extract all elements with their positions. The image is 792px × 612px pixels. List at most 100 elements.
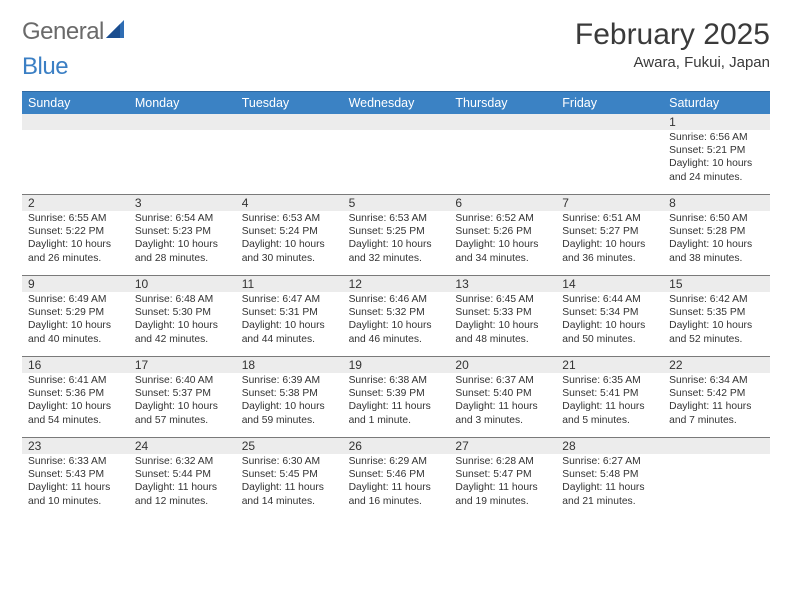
daylight-text: Daylight: 10 hours and 46 minutes. — [349, 319, 446, 345]
sunrise-text: Sunrise: 6:37 AM — [455, 374, 552, 387]
week-numrow: 16171819202122 — [22, 356, 770, 373]
brand-part2: Blue — [22, 53, 68, 81]
daylight-text: Daylight: 10 hours and 42 minutes. — [135, 319, 232, 345]
sunset-text: Sunset: 5:48 PM — [562, 468, 659, 481]
sunrise-text: Sunrise: 6:38 AM — [349, 374, 446, 387]
week-numrow: 2345678 — [22, 194, 770, 211]
sunrise-text: Sunrise: 6:44 AM — [562, 293, 659, 306]
day-number: 4 — [236, 195, 343, 211]
day-cell: Sunrise: 6:42 AMSunset: 5:35 PMDaylight:… — [663, 292, 770, 356]
daylight-text: Daylight: 10 hours and 26 minutes. — [28, 238, 125, 264]
daylight-text: Daylight: 10 hours and 34 minutes. — [455, 238, 552, 264]
day-number: 15 — [663, 276, 770, 292]
sunrise-text: Sunrise: 6:45 AM — [455, 293, 552, 306]
day-number: 28 — [556, 438, 663, 454]
daylight-text: Daylight: 11 hours and 14 minutes. — [242, 481, 339, 507]
day-cell: Sunrise: 6:41 AMSunset: 5:36 PMDaylight:… — [22, 373, 129, 437]
day-cell: Sunrise: 6:54 AMSunset: 5:23 PMDaylight:… — [129, 211, 236, 275]
day-number: 10 — [129, 276, 236, 292]
day-cell — [236, 130, 343, 194]
sunset-text: Sunset: 5:27 PM — [562, 225, 659, 238]
sunrise-text: Sunrise: 6:42 AM — [669, 293, 766, 306]
sunset-text: Sunset: 5:36 PM — [28, 387, 125, 400]
sunset-text: Sunset: 5:31 PM — [242, 306, 339, 319]
day-number: 1 — [663, 114, 770, 130]
sunset-text: Sunset: 5:30 PM — [135, 306, 232, 319]
day-cell — [343, 130, 450, 194]
day-cell: Sunrise: 6:53 AMSunset: 5:24 PMDaylight:… — [236, 211, 343, 275]
sunrise-text: Sunrise: 6:52 AM — [455, 212, 552, 225]
sunrise-text: Sunrise: 6:51 AM — [562, 212, 659, 225]
calendar-body: 1Sunrise: 6:56 AMSunset: 5:21 PMDaylight… — [22, 114, 770, 518]
day-cell: Sunrise: 6:44 AMSunset: 5:34 PMDaylight:… — [556, 292, 663, 356]
day-cell: Sunrise: 6:30 AMSunset: 5:45 PMDaylight:… — [236, 454, 343, 518]
day-cell: Sunrise: 6:27 AMSunset: 5:48 PMDaylight:… — [556, 454, 663, 518]
day-number: 25 — [236, 438, 343, 454]
sunrise-text: Sunrise: 6:39 AM — [242, 374, 339, 387]
day-number: 16 — [22, 357, 129, 373]
day-cell: Sunrise: 6:29 AMSunset: 5:46 PMDaylight:… — [343, 454, 450, 518]
sunset-text: Sunset: 5:32 PM — [349, 306, 446, 319]
sunset-text: Sunset: 5:37 PM — [135, 387, 232, 400]
day-cell: Sunrise: 6:39 AMSunset: 5:38 PMDaylight:… — [236, 373, 343, 437]
sunrise-text: Sunrise: 6:41 AM — [28, 374, 125, 387]
sunset-text: Sunset: 5:47 PM — [455, 468, 552, 481]
title-block: February 2025 Awara, Fukui, Japan — [575, 18, 770, 71]
sunrise-text: Sunrise: 6:56 AM — [669, 131, 766, 144]
day-number: 11 — [236, 276, 343, 292]
daylight-text: Daylight: 11 hours and 16 minutes. — [349, 481, 446, 507]
week-numrow: 232425262728 — [22, 437, 770, 454]
week-datarow: Sunrise: 6:49 AMSunset: 5:29 PM Daylight:… — [22, 292, 770, 356]
day-number: 23 — [22, 438, 129, 454]
sunset-text: Sunset: 5:34 PM — [562, 306, 659, 319]
daylight-text: Daylight: 10 hours and 30 minutes. — [242, 238, 339, 264]
sunrise-text: Sunrise: 6:35 AM — [562, 374, 659, 387]
daylight-text: Daylight: 10 hours and 38 minutes. — [669, 238, 766, 264]
day-number — [129, 114, 236, 130]
sunset-text: Sunset: 5:40 PM — [455, 387, 552, 400]
sunset-text: Sunset: 5:25 PM — [349, 225, 446, 238]
day-cell: Sunrise: 6:40 AMSunset: 5:37 PMDaylight:… — [129, 373, 236, 437]
day-cell — [22, 130, 129, 194]
day-number — [22, 114, 129, 130]
sunrise-text: Sunrise: 6:49 AM — [28, 293, 125, 306]
day-number: 5 — [343, 195, 450, 211]
day-number: 19 — [343, 357, 450, 373]
daylight-text: Daylight: 10 hours and 50 minutes. — [562, 319, 659, 345]
sunrise-text: Sunrise: 6:33 AM — [28, 455, 125, 468]
day-cell: Sunrise: 6:45 AMSunset: 5:33 PMDaylight:… — [449, 292, 556, 356]
sunset-text: Sunset: 5:24 PM — [242, 225, 339, 238]
daylight-text: Daylight: 10 hours and 36 minutes. — [562, 238, 659, 264]
sunset-text: Sunset: 5:22 PM — [28, 225, 125, 238]
day-number: 27 — [449, 438, 556, 454]
sunset-text: Sunset: 5:28 PM — [669, 225, 766, 238]
day-cell: Sunrise: 6:50 AMSunset: 5:28 PMDaylight:… — [663, 211, 770, 275]
day-number — [663, 438, 770, 454]
week-datarow: Sunrise: 6:56 AMSunset: 5:21 PMDaylight:… — [22, 130, 770, 194]
sunrise-text: Sunrise: 6:55 AM — [28, 212, 125, 225]
daylight-text: Daylight: 10 hours and 48 minutes. — [455, 319, 552, 345]
daylight-text: Daylight: 11 hours and 19 minutes. — [455, 481, 552, 507]
sunset-text: Sunset: 5:44 PM — [135, 468, 232, 481]
day-number — [556, 114, 663, 130]
day-cell: Sunrise: 6:48 AMSunset: 5:30 PMDaylight:… — [129, 292, 236, 356]
dayhdr-wed: Wednesday — [343, 92, 450, 114]
dayhdr-mon: Monday — [129, 92, 236, 114]
day-cell: Sunrise: 6:28 AMSunset: 5:47 PMDaylight:… — [449, 454, 556, 518]
day-number: 9 — [22, 276, 129, 292]
day-cell: Sunrise: 6:51 AMSunset: 5:27 PMDaylight:… — [556, 211, 663, 275]
sunset-text: Sunset: 5:29 PM — [28, 306, 125, 319]
day-number: 21 — [556, 357, 663, 373]
day-cell: Sunrise: 6:37 AMSunset: 5:40 PMDaylight:… — [449, 373, 556, 437]
week-datarow: Sunrise: 6:33 AMSunset: 5:43 PM Daylight:… — [22, 454, 770, 518]
day-number: 3 — [129, 195, 236, 211]
daylight-text: Daylight: 10 hours and 54 minutes. — [28, 400, 125, 426]
dayhdr-thu: Thursday — [449, 92, 556, 114]
sunrise-text: Sunrise: 6:53 AM — [242, 212, 339, 225]
sunset-text: Sunset: 5:43 PM — [28, 468, 125, 481]
sunset-text: Sunset: 5:46 PM — [349, 468, 446, 481]
day-cell: Sunrise: 6:35 AMSunset: 5:41 PMDaylight:… — [556, 373, 663, 437]
daylight-text: Daylight: 10 hours and 44 minutes. — [242, 319, 339, 345]
sunrise-text: Sunrise: 6:27 AM — [562, 455, 659, 468]
daylight-text: Daylight: 11 hours and 3 minutes. — [455, 400, 552, 426]
